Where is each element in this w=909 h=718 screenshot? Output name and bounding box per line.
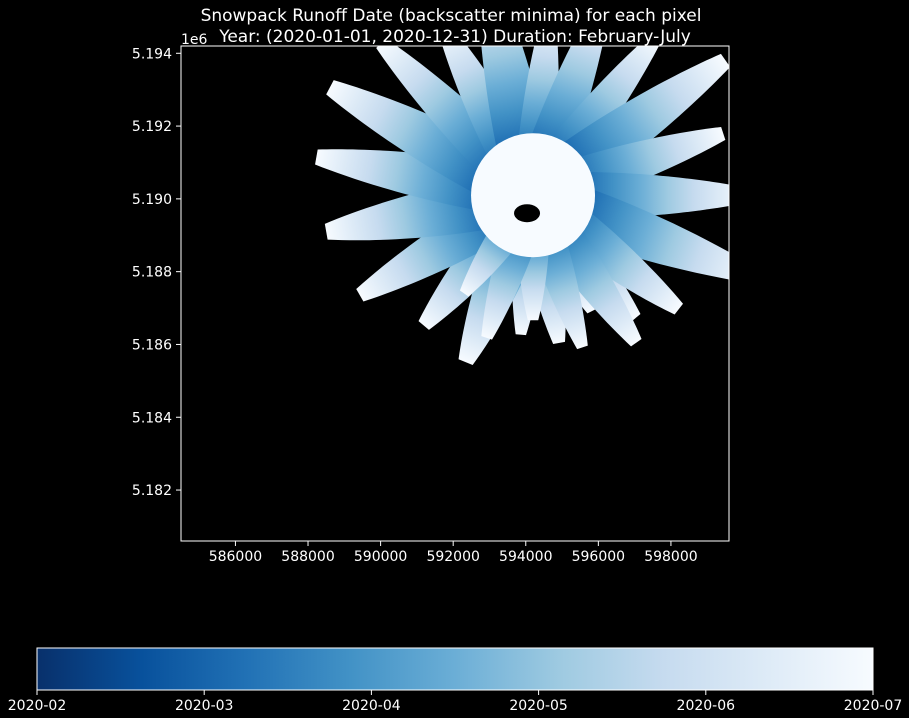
y-tick-label: 5.188	[132, 265, 172, 281]
y-tick-label: 5.184	[132, 410, 172, 426]
y-tick-label: 5.186	[132, 337, 172, 353]
x-axis: 586000 588000 590000 592000 594000 596000 5980…	[209, 541, 698, 565]
colorbar-tick-label: 2020-04	[342, 698, 401, 714]
y-axis-offset-label: 1e6	[181, 32, 208, 48]
chart-subtitle: Year: (2020-01-01, 2020-12-31) Duration:…	[218, 27, 691, 47]
y-axis: 5.182 5.184 5.186 5.188 5.190 5.192 5.194	[132, 46, 181, 499]
colorbar-ticks: 2020-02 2020-03 2020-04 2020-05 2020-06 2020-…	[8, 690, 903, 714]
y-tick-label: 5.194	[132, 46, 172, 62]
x-tick-label: 586000	[209, 549, 262, 565]
summit-snowfield	[471, 133, 596, 258]
y-tick-label: 5.192	[132, 119, 172, 135]
colorbar-tick-label: 2020-02	[8, 698, 67, 714]
summit-crater	[514, 204, 541, 223]
x-tick-label: 598000	[644, 549, 697, 565]
x-tick-label: 588000	[281, 549, 334, 565]
y-tick-label: 5.182	[132, 483, 172, 499]
colorbar-tick-label: 2020-05	[509, 698, 568, 714]
colorbar-tick-label: 2020-03	[175, 698, 234, 714]
chart-title: Snowpack Runoff Date (backscatter minima…	[201, 6, 702, 26]
y-tick-label: 5.190	[132, 192, 172, 208]
colorbar-tick-label: 2020-07	[844, 698, 903, 714]
x-tick-label: 596000	[572, 549, 625, 565]
x-tick-label: 592000	[426, 549, 479, 565]
colorbar-gradient	[36, 647, 874, 691]
snowpack-raster	[315, 46, 729, 365]
x-tick-label: 590000	[354, 549, 407, 565]
colorbar: 2020-02 2020-03 2020-04 2020-05 2020-06 2020-…	[8, 647, 903, 714]
colorbar-tick-label: 2020-06	[677, 698, 736, 714]
axes-frame	[180, 45, 730, 542]
x-tick-label: 594000	[499, 549, 552, 565]
